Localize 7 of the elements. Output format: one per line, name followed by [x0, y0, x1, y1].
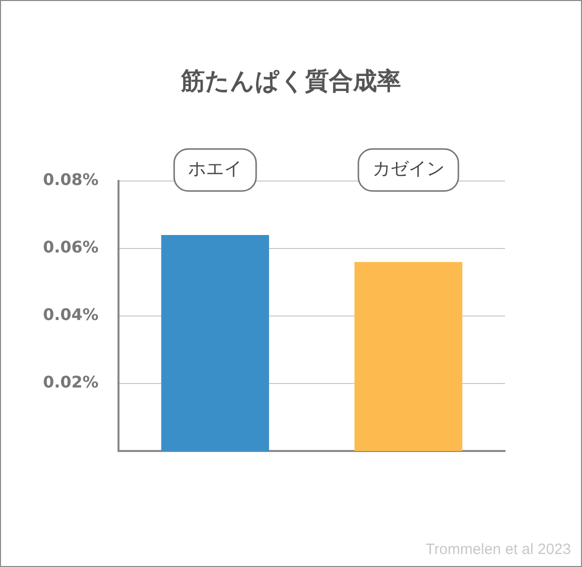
y-tick-label: 0.08% — [42, 170, 99, 190]
y-tick-label: 0.04% — [42, 305, 99, 324]
chart-title: 筋たんぱく質合成率 — [180, 66, 402, 97]
y-tick-label: 0.06% — [42, 238, 99, 257]
x-tick-label: カゼイン — [372, 158, 444, 180]
x-tick-label: ホエイ — [188, 158, 242, 180]
y-tick-label: 0.02% — [42, 372, 99, 392]
